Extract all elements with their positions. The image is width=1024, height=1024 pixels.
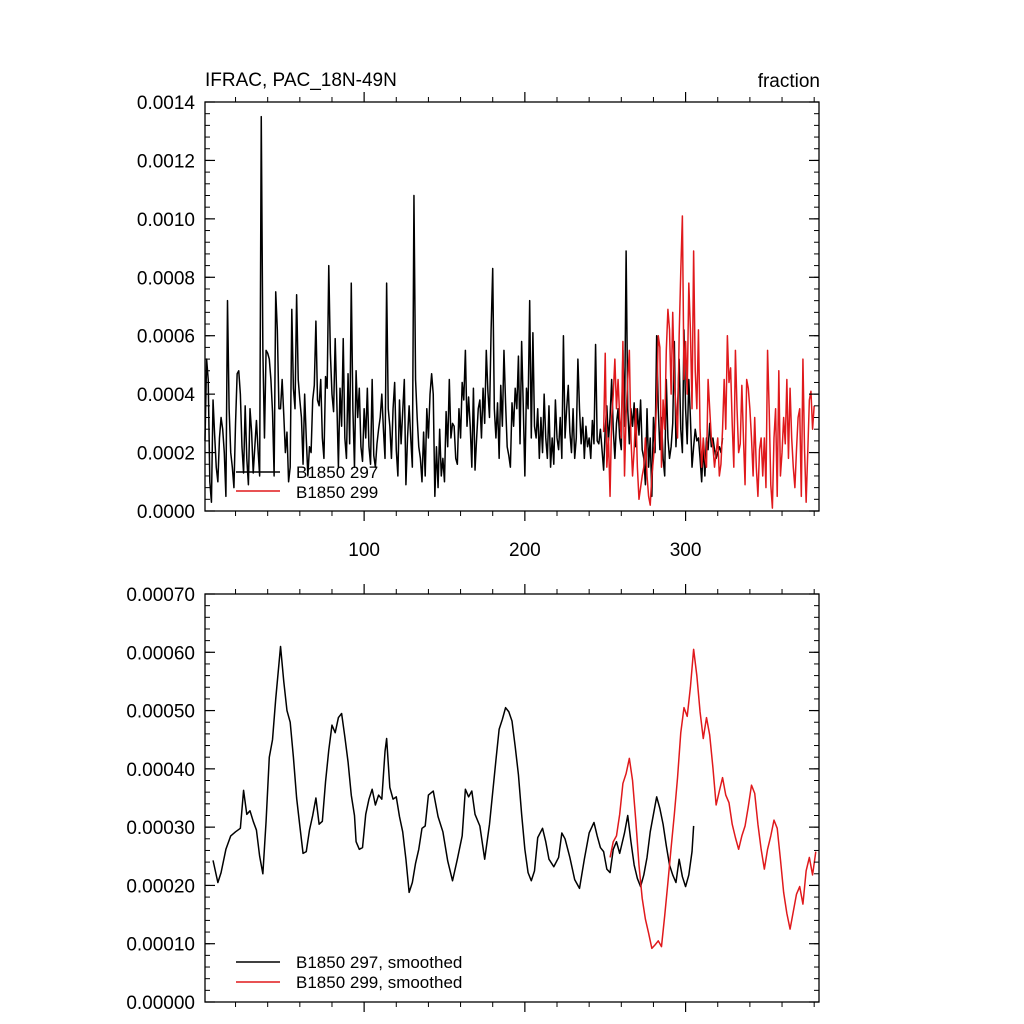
x-tick-label: 300 [670, 540, 702, 561]
top-chart-tick-labels: 0.0000 0.0002 0.0004 0.0006 0.0008 0.0010 0.00… [137, 93, 702, 561]
y-tick-label: 0.0006 [137, 327, 195, 348]
y-tick-label: 0.0004 [137, 385, 196, 406]
y-tick-label: 0.0008 [137, 268, 195, 289]
legend-label-b1850-297: B1850 297 [296, 463, 378, 482]
y-tick-label: 0.00060 [126, 643, 195, 664]
legend-label-b1850-299: B1850 299 [296, 483, 378, 502]
top-chart-ticks [205, 92, 819, 521]
bottom-chart-tick-labels: 0.00000 0.00010 0.00020 0.00030 0.00040 0.000… [126, 585, 195, 1014]
bottom-chart-series [212, 645, 817, 950]
y-tick-label: 0.0010 [137, 210, 195, 231]
y-tick-label: 0.00050 [126, 702, 195, 723]
y-tick-label: 0.0002 [137, 444, 195, 465]
series-line-b1850-299 [602, 215, 815, 509]
y-tick-label: 0.00010 [126, 935, 195, 956]
y-tick-label: 0.0012 [137, 151, 195, 172]
y-tick-label: 0.00040 [126, 760, 195, 781]
y-tick-label: 0.0014 [137, 93, 196, 114]
y-tick-label: 0.00070 [126, 585, 195, 606]
y-tick-label: 0.00000 [126, 993, 195, 1014]
y-tick-label: 0.00030 [126, 818, 195, 839]
y-tick-label: 0.00020 [126, 876, 195, 897]
top-chart-title: IFRAC, PAC_18N-49N [205, 70, 397, 91]
legend-label-b1850-299-smoothed: B1850 299, smoothed [296, 973, 462, 992]
series-line-b1850-299-smoothed [609, 648, 817, 950]
x-tick-label: 200 [509, 540, 541, 561]
top-chart-series [204, 115, 815, 509]
bottom-chart-frame [204, 593, 820, 1003]
top-chart-panel: IFRAC, PAC_18N-49N fraction 0.0000 0.0002… [137, 70, 820, 561]
y-tick-label: 0.0000 [137, 502, 195, 523]
bottom-chart-ticks [205, 584, 819, 1012]
top-chart-legend: B1850 297 B1850 299 [236, 463, 378, 502]
bottom-chart-panel: 0.00000 0.00010 0.00020 0.00030 0.00040 0.000… [126, 584, 820, 1014]
top-chart-units-label: fraction [758, 71, 820, 92]
top-chart-frame [204, 101, 820, 512]
x-tick-label: 100 [348, 540, 380, 561]
bottom-chart-legend: B1850 297, smoothed B1850 299, smoothed [236, 953, 462, 992]
series-line-b1850-297-smoothed [212, 645, 695, 894]
legend-label-b1850-297-smoothed: B1850 297, smoothed [296, 953, 462, 972]
